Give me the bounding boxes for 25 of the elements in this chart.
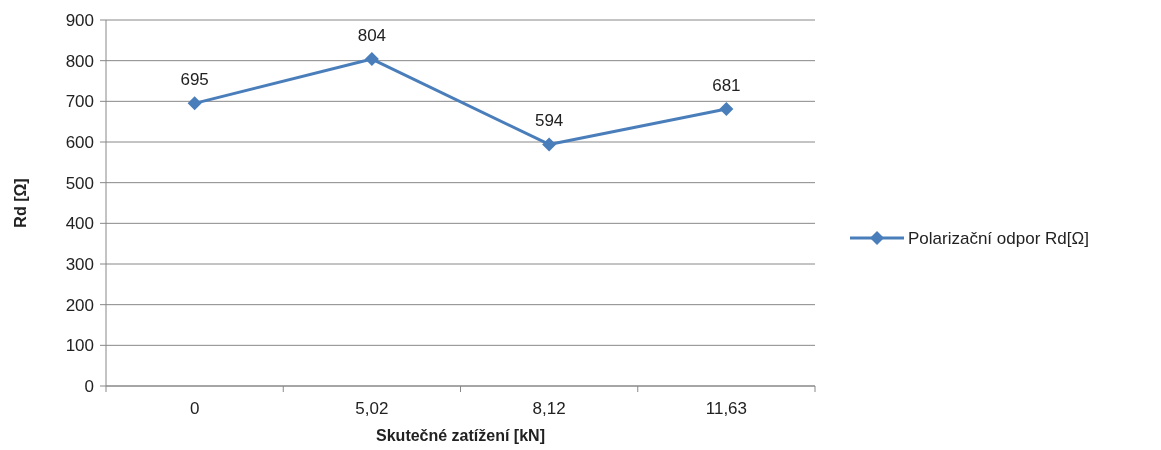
point bbox=[364, 52, 379, 67]
data-label: 804 bbox=[357, 26, 387, 46]
point bbox=[719, 102, 734, 117]
legend-label: Polarizační odpor Rd[Ω] bbox=[908, 228, 1089, 248]
y-tick-label: 800 bbox=[65, 51, 94, 71]
data-label: 594 bbox=[534, 111, 564, 131]
y-tick-label: 500 bbox=[65, 173, 94, 193]
point bbox=[187, 96, 202, 111]
y-axis-title: Rd [Ω] bbox=[12, 178, 29, 228]
point bbox=[542, 137, 557, 152]
data-label: 681 bbox=[712, 76, 741, 96]
x-tick-label: 0 bbox=[189, 399, 200, 418]
x-tick-label: 11,63 bbox=[705, 399, 748, 418]
y-tick-label: 200 bbox=[65, 295, 94, 315]
y-tick-label: 0 bbox=[84, 376, 94, 396]
y-tick-label: 700 bbox=[65, 92, 94, 112]
x-tick-label: 5,02 bbox=[355, 399, 389, 418]
data-label: 695 bbox=[180, 70, 209, 90]
x-tick-label: 8,12 bbox=[532, 399, 566, 418]
x-axis-title: Skutečné zatížení [kN] bbox=[376, 427, 545, 444]
y-tick-label: 400 bbox=[65, 214, 94, 234]
y-tick-label: 600 bbox=[65, 132, 94, 152]
y-tick-label: 300 bbox=[65, 254, 94, 274]
y-tick-label: 100 bbox=[65, 336, 94, 356]
y-tick-label: 900 bbox=[65, 10, 94, 30]
